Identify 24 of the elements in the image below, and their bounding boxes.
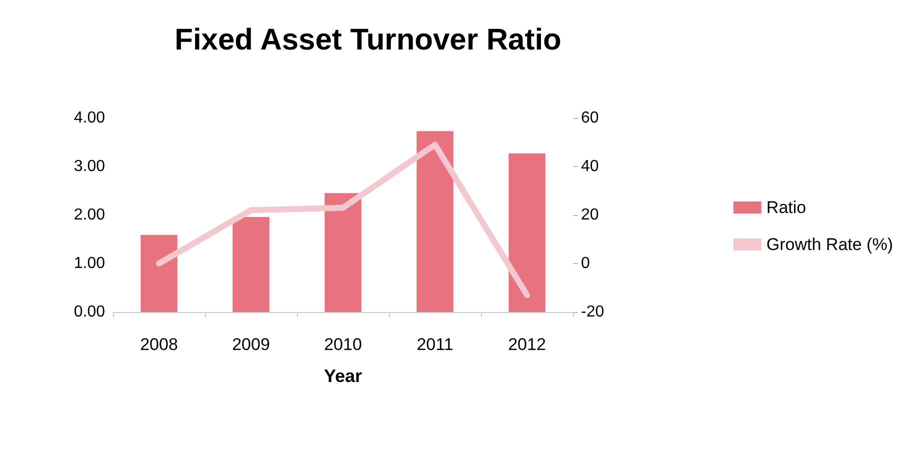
y-tick-label: 2.00 [74, 206, 106, 224]
y-tick-label: 1.00 [74, 255, 106, 272]
chart-title: Fixed Asset Turnover Ratio [174, 24, 562, 56]
bar [232, 216, 270, 312]
x-tick-label: 2008 [140, 335, 178, 354]
x-tick-label: 2010 [324, 335, 362, 354]
y-tick-label: 0.00 [74, 304, 106, 320]
y-tick-label: 4.00 [74, 110, 106, 126]
legend-label: Ratio [766, 198, 806, 217]
y2-tick-label: 20 [581, 206, 599, 224]
x-tick-label: 2009 [232, 335, 270, 354]
y2-tick-label: -20 [581, 304, 604, 320]
y2-tick-label: 0 [581, 255, 590, 272]
bar [324, 193, 362, 312]
y2-tick-label: 40 [581, 158, 599, 175]
x-tick-label: 2012 [508, 335, 546, 354]
bar [140, 234, 178, 312]
bar [416, 131, 454, 312]
x-tick-label: 2011 [416, 335, 454, 354]
bar [508, 153, 546, 312]
x-axis-title: Year [324, 366, 362, 386]
legend-label: Growth Rate (%) [766, 235, 894, 254]
y2-tick-label: 60 [581, 110, 599, 126]
y-tick-label: 3.00 [74, 158, 106, 175]
